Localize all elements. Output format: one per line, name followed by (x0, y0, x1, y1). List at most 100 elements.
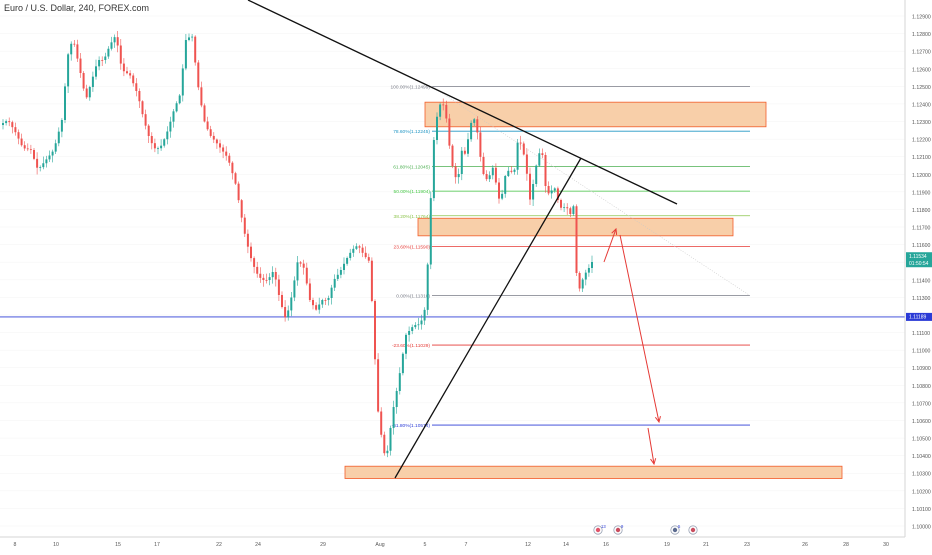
x-tick-label: 5 (424, 542, 427, 548)
x-tick-label: 12 (525, 542, 531, 548)
candle (98, 56, 101, 71)
candle-body (575, 206, 578, 273)
candle-body (488, 175, 491, 180)
candle (265, 273, 268, 284)
lower-zone (344, 465, 843, 479)
candle (271, 266, 274, 284)
candle-body (560, 200, 562, 208)
candle-body (498, 182, 500, 199)
projection-arrow-down-head (654, 416, 661, 424)
candle-body (516, 142, 519, 170)
fib-level-label: 100.00%(1.12499) (391, 85, 431, 91)
candle-body (107, 48, 110, 57)
candle (219, 139, 221, 153)
descending-trendline (247, 0, 678, 205)
candle-body (64, 86, 66, 120)
candle (240, 199, 243, 223)
candle (352, 245, 355, 257)
candle (417, 317, 420, 330)
candle (519, 135, 522, 150)
candle-body (507, 170, 510, 177)
projection-arrow-up-shaft (603, 228, 617, 263)
candle-body (587, 268, 590, 273)
candle (591, 255, 593, 274)
candle (445, 100, 448, 123)
ascending-trendline (394, 157, 582, 479)
candle-body (157, 148, 159, 150)
candle-body (470, 122, 473, 140)
candle (401, 352, 404, 376)
candle (370, 257, 373, 303)
candle (367, 253, 370, 264)
candle (426, 262, 429, 316)
candle (95, 59, 97, 80)
event-flag-icon (595, 527, 601, 533)
candle (17, 129, 20, 145)
candle (2, 119, 4, 130)
candle-body (501, 193, 504, 199)
candle-body (54, 143, 57, 152)
candle (70, 41, 73, 61)
candle-body (277, 279, 280, 295)
candle (225, 146, 228, 161)
candle-body (23, 145, 26, 149)
candle-body (426, 264, 429, 310)
candle (553, 187, 556, 193)
y-tick-label: 1.10400 (912, 454, 931, 460)
candle-body (194, 36, 197, 63)
candle-body (85, 88, 88, 98)
candle-body (333, 278, 336, 288)
candle (64, 83, 66, 124)
projection-arrows[interactable] (603, 227, 661, 466)
y-tick-label: 1.10200 (912, 489, 931, 495)
x-tick-label: 21 (703, 542, 709, 548)
candle-body (265, 280, 268, 281)
candle-body (39, 167, 42, 168)
candle-body (147, 125, 150, 136)
candle-body (281, 295, 283, 307)
candle-body (460, 150, 463, 174)
candle (451, 144, 454, 169)
y-tick-label: 1.12100 (912, 155, 931, 161)
candle-body (485, 174, 488, 180)
candle-body (82, 73, 85, 89)
candle-body (26, 148, 29, 150)
candle-body (451, 145, 454, 167)
candle (460, 147, 463, 181)
x-tick-label: 24 (255, 542, 261, 548)
candle (522, 141, 525, 156)
candle (408, 326, 411, 342)
candle (482, 152, 485, 176)
candle (429, 191, 432, 270)
fib-level-label: -23.60%(1.11029) (392, 343, 430, 349)
candle (473, 117, 476, 127)
events[interactable]: 13 9 5 (593, 524, 698, 535)
chart-title: Euro / U.S. Dollar, 240, FOREX.com (4, 3, 150, 13)
candle (302, 259, 305, 275)
candle-body (234, 173, 237, 184)
candle-body (237, 183, 240, 201)
price-tag (906, 252, 932, 268)
candle (147, 124, 150, 143)
candle (126, 66, 128, 75)
y-tick-label: 1.11300 (912, 296, 930, 302)
candle-body (184, 40, 187, 69)
candle-body (222, 147, 225, 152)
event-count: 5 (678, 524, 681, 529)
candle-body (504, 176, 507, 194)
candle (5, 119, 8, 126)
candle (556, 186, 559, 203)
candle-body (305, 267, 308, 284)
candle (262, 274, 265, 287)
candle (36, 152, 39, 175)
x-tick-label: 14 (563, 542, 569, 548)
fibonacci-retracement[interactable]: 100.00%(1.12499) 78.60%(1.12245) 61.80%(1.… (391, 85, 751, 430)
y-tick-label: 1.11800 (912, 208, 930, 214)
candle (79, 53, 82, 78)
trendlines[interactable] (247, 0, 678, 479)
candle (339, 266, 342, 279)
candle-body (448, 118, 451, 146)
candle-body (408, 331, 411, 335)
candle-body (482, 156, 485, 174)
